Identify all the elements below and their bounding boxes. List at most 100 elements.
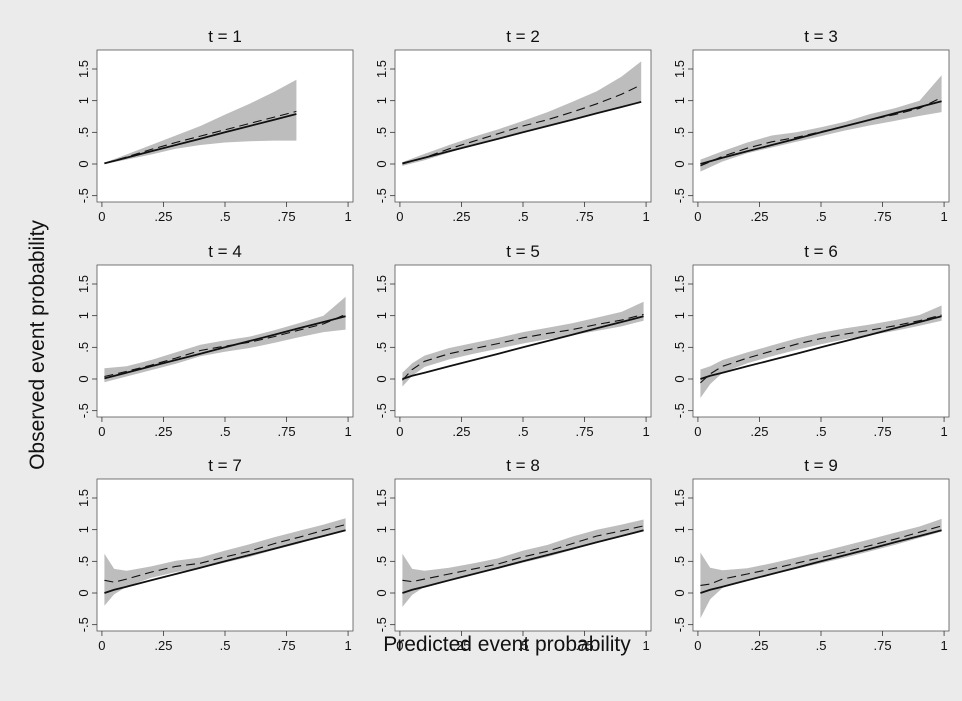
x-tick-label: .25 <box>154 424 172 439</box>
calibration-line <box>402 529 644 594</box>
x-tick-label: .25 <box>750 638 768 653</box>
x-tick-label: .75 <box>575 209 593 224</box>
panel-7: t = 7 0 .25 .5 .75 1 -.5 0 .5 1 1.5 <box>76 456 354 653</box>
panel-4: t = 4 0 .25 .5 .75 1 -.5 0 .5 1 1.5 <box>76 242 354 439</box>
y-tick-label: 1.5 <box>76 489 91 507</box>
confidence-band <box>104 79 297 164</box>
smoothed-observed-line <box>401 313 644 381</box>
y-tick-label: 0 <box>672 160 687 167</box>
y-tick-label: .5 <box>76 342 91 353</box>
calibration-line <box>700 100 942 165</box>
smoothed-observed-line <box>402 84 642 165</box>
x-tick-label: 0 <box>98 638 105 653</box>
panel-6: t = 6 0 .25 .5 .75 1 -.5 0 .5 1 1.5 <box>672 242 950 439</box>
y-tick-label: -.5 <box>374 188 389 203</box>
x-tick-label: 0 <box>396 209 403 224</box>
x-tick-label: 1 <box>642 638 649 653</box>
panel-title: t = 2 <box>506 27 540 46</box>
y-tick-label: .5 <box>76 127 91 138</box>
y-tick-label: 1.5 <box>374 60 389 78</box>
y-tick-label: 1.5 <box>672 489 687 507</box>
x-tick-label: 0 <box>694 209 701 224</box>
panel-title: t = 3 <box>804 27 838 46</box>
x-tick-label: 1 <box>344 638 351 653</box>
y-tick-label: -.5 <box>374 403 389 418</box>
smoothed-observed-line <box>700 525 942 586</box>
y-tick-label: 0 <box>76 589 91 596</box>
x-tick-label: 1 <box>344 209 351 224</box>
x-tick-label: .5 <box>220 424 231 439</box>
panel-title: t = 6 <box>804 242 838 261</box>
y-tick-label: 0 <box>672 589 687 596</box>
x-tick-label: .25 <box>452 209 470 224</box>
y-tick-label: -.5 <box>672 188 687 203</box>
x-tick-label: .5 <box>518 638 529 653</box>
panel-title: t = 7 <box>208 456 242 475</box>
x-tick-label: 1 <box>940 424 947 439</box>
calibration-line <box>700 529 942 594</box>
x-tick-label: .5 <box>518 424 529 439</box>
y-tick-label: 1.5 <box>672 60 687 78</box>
x-tick-label: .5 <box>220 209 231 224</box>
y-tick-label: -.5 <box>672 617 687 632</box>
x-tick-label: .75 <box>277 209 295 224</box>
smoothed-observed-line <box>104 524 346 583</box>
smoothed-observed-line <box>104 110 297 164</box>
confidence-band <box>402 519 644 607</box>
x-tick-label: .25 <box>154 638 172 653</box>
x-tick-label: 0 <box>694 638 701 653</box>
y-tick-label: 1 <box>672 97 687 104</box>
x-tick-label: .75 <box>873 424 891 439</box>
y-tick-label: 0 <box>374 589 389 596</box>
panel-plot-area <box>692 49 950 203</box>
smoothed-observed-line <box>402 525 644 583</box>
y-tick-label: 1.5 <box>76 60 91 78</box>
calibration-line <box>402 101 642 165</box>
y-tick-label: 1.5 <box>374 275 389 293</box>
y-tick-label: -.5 <box>374 617 389 632</box>
x-tick-label: .5 <box>518 209 529 224</box>
calibration-line <box>104 529 346 594</box>
x-tick-label: 0 <box>98 424 105 439</box>
x-tick-label: 1 <box>344 424 351 439</box>
y-tick-label: 1.5 <box>374 489 389 507</box>
y-tick-label: .5 <box>672 342 687 353</box>
confidence-band <box>700 305 942 398</box>
y-tick-label: .5 <box>374 342 389 353</box>
y-tick-label: 1 <box>76 312 91 319</box>
panel-title: t = 9 <box>804 456 838 475</box>
y-tick-label: 0 <box>672 375 687 382</box>
x-tick-label: 1 <box>642 424 649 439</box>
y-tick-label: .5 <box>374 127 389 138</box>
panel-8: t = 8 0 .25 .5 .75 1 -.5 0 .5 1 1.5 <box>374 456 652 653</box>
x-tick-label: .75 <box>277 424 295 439</box>
x-tick-label: .75 <box>277 638 295 653</box>
panel-title: t = 8 <box>506 456 540 475</box>
x-tick-label: .25 <box>452 424 470 439</box>
smoothed-observed-line <box>700 314 942 384</box>
x-tick-label: .75 <box>575 424 593 439</box>
panel-title: t = 5 <box>506 242 540 261</box>
y-tick-label: .5 <box>672 127 687 138</box>
y-tick-label: -.5 <box>76 188 91 203</box>
x-tick-label: 0 <box>694 424 701 439</box>
y-tick-label: 1.5 <box>672 275 687 293</box>
y-tick-label: 0 <box>76 375 91 382</box>
y-tick-label: 1 <box>374 97 389 104</box>
x-tick-label: 0 <box>396 638 403 653</box>
x-tick-label: .25 <box>154 209 172 224</box>
y-tick-label: .5 <box>672 556 687 567</box>
x-tick-label: .75 <box>873 209 891 224</box>
x-tick-label: .5 <box>816 638 827 653</box>
y-tick-label: .5 <box>76 556 91 567</box>
y-axis-title: Observed event probability <box>26 220 49 470</box>
x-axis-title: Predicted event probability <box>383 633 631 656</box>
x-tick-label: .25 <box>452 638 470 653</box>
y-tick-label: 1 <box>76 97 91 104</box>
confidence-band <box>402 301 644 387</box>
calibration-line <box>104 113 297 165</box>
y-tick-label: 1 <box>672 526 687 533</box>
y-tick-label: 0 <box>76 160 91 167</box>
panel-9: t = 9 0 .25 .5 .75 1 -.5 0 .5 1 1.5 <box>672 456 950 653</box>
